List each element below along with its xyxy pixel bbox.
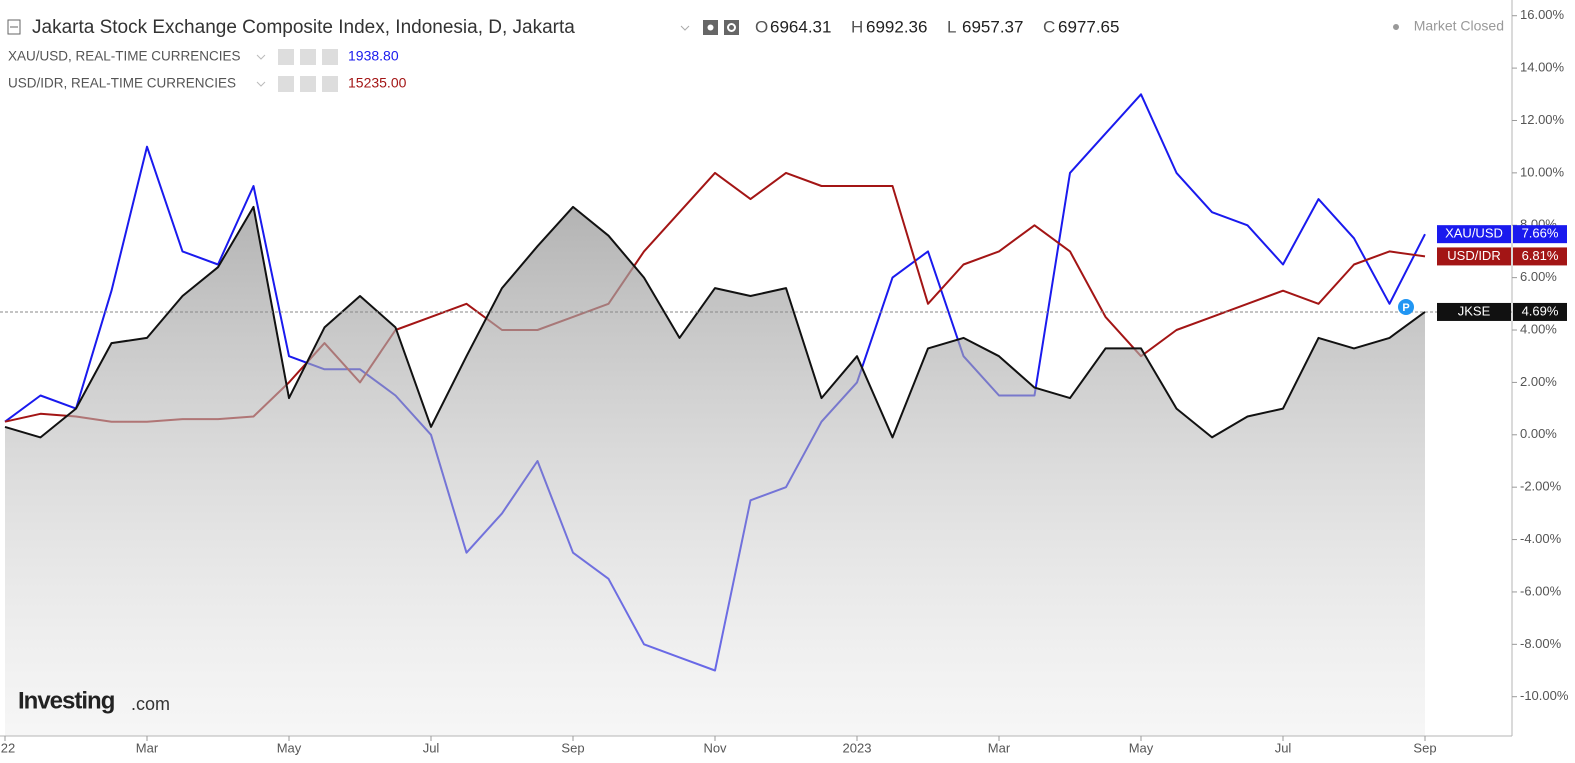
y-tick-label: -4.00% bbox=[1520, 531, 1562, 546]
x-tick-label: Nov bbox=[703, 740, 727, 755]
collapse-icon[interactable] bbox=[7, 19, 21, 35]
ohlc-value: 6964.31 bbox=[770, 17, 831, 36]
overlay-quote: 15235.00 bbox=[348, 75, 407, 91]
dropdown-icon[interactable] bbox=[256, 54, 266, 60]
x-tick-label: Jul bbox=[1275, 740, 1292, 755]
x-tick-label: Sep bbox=[1413, 740, 1436, 755]
ohlc-label: L bbox=[947, 17, 956, 36]
settings-icon[interactable] bbox=[724, 20, 739, 35]
overlay-label: USD/IDR, REAL-TIME CURRENCIES bbox=[8, 76, 236, 91]
watermark-suffix: .com bbox=[131, 694, 170, 714]
line bbox=[4, 205, 1426, 439]
x-tick-label: May bbox=[1129, 740, 1154, 755]
value-label: 7.66% bbox=[1522, 226, 1559, 241]
x-tick-label: 2023 bbox=[843, 740, 872, 755]
chart-title: Jakarta Stock Exchange Composite Index, … bbox=[32, 17, 575, 38]
value-label-box bbox=[1513, 302, 1567, 321]
eye-icon[interactable] bbox=[278, 49, 294, 65]
ohlc-label: H bbox=[851, 17, 863, 36]
y-tick-label: 2.00% bbox=[1520, 374, 1557, 389]
eye-icon[interactable] bbox=[278, 76, 294, 92]
plot-area bbox=[4, 93, 1426, 736]
y-tick-label: -2.00% bbox=[1520, 479, 1562, 494]
series-name-box bbox=[1437, 302, 1511, 321]
y-tick-label: 10.00% bbox=[1520, 164, 1565, 179]
value-label-box bbox=[1513, 247, 1567, 266]
y-tick-label: -6.00% bbox=[1520, 583, 1562, 598]
y-tick-label: 0.00% bbox=[1520, 426, 1557, 441]
status-dot bbox=[1393, 24, 1399, 30]
remove-icon[interactable] bbox=[322, 49, 338, 65]
watermark-brand: Investing bbox=[18, 687, 115, 714]
series-name: XAU/USD bbox=[1445, 226, 1503, 241]
settings-icon[interactable] bbox=[300, 76, 316, 92]
value-label: 6.81% bbox=[1522, 248, 1559, 263]
y-tick-label: 14.00% bbox=[1520, 60, 1565, 75]
overlay-label: XAU/USD, REAL-TIME CURRENCIES bbox=[8, 49, 241, 64]
y-tick-label: 16.00% bbox=[1520, 7, 1565, 22]
overlay-legend: XAU/USD, REAL-TIME CURRENCIES 1938.80 USD/… bbox=[8, 48, 407, 92]
marker-label: P bbox=[1402, 302, 1409, 314]
series-name: JKSE bbox=[1458, 303, 1491, 318]
overlay-quote: 1938.80 bbox=[348, 48, 399, 64]
y-tick-label: 12.00% bbox=[1520, 112, 1565, 127]
dropdown-icon[interactable] bbox=[680, 25, 690, 31]
x-tick-label: Jul bbox=[423, 740, 440, 755]
x-tick-label: Mar bbox=[988, 740, 1011, 755]
watermark: Investing .com bbox=[18, 687, 170, 714]
ohlc-label: O bbox=[755, 17, 768, 36]
value-label: 4.69% bbox=[1522, 303, 1559, 318]
y-tick-label: 4.00% bbox=[1520, 321, 1557, 336]
y-tick-label: 6.00% bbox=[1520, 269, 1557, 284]
series-name-box bbox=[1437, 225, 1511, 244]
remove-icon[interactable] bbox=[322, 76, 338, 92]
series-name: USD/IDR bbox=[1447, 248, 1500, 263]
ohlc-values: O 6964.31 H 6992.36 L 6957.37 C 6977.65 bbox=[755, 17, 1119, 36]
y-tick-label: -10.00% bbox=[1520, 688, 1569, 703]
eye-icon-dot bbox=[707, 24, 714, 31]
market-status: Market Closed bbox=[1414, 18, 1504, 34]
x-tick-label: Sep bbox=[561, 740, 584, 755]
series-name-box bbox=[1437, 247, 1511, 266]
ohlc-value: 6957.37 bbox=[962, 17, 1023, 36]
dropdown-icon[interactable] bbox=[256, 81, 266, 87]
ohlc-label: C bbox=[1043, 17, 1055, 36]
marker-badge[interactable] bbox=[1398, 299, 1414, 315]
value-label-box bbox=[1513, 225, 1567, 244]
y-tick-label: -8.00% bbox=[1520, 636, 1562, 651]
settings-icon[interactable] bbox=[300, 49, 316, 65]
x-tick-label: 22 bbox=[1, 740, 15, 755]
settings-icon-gear bbox=[727, 23, 736, 32]
ohlc-value: 6977.65 bbox=[1058, 17, 1119, 36]
ohlc-value: 6992.36 bbox=[866, 17, 927, 36]
x-tick-label: May bbox=[277, 740, 302, 755]
area bbox=[5, 206, 1425, 736]
x-tick-label: Mar bbox=[136, 740, 159, 755]
